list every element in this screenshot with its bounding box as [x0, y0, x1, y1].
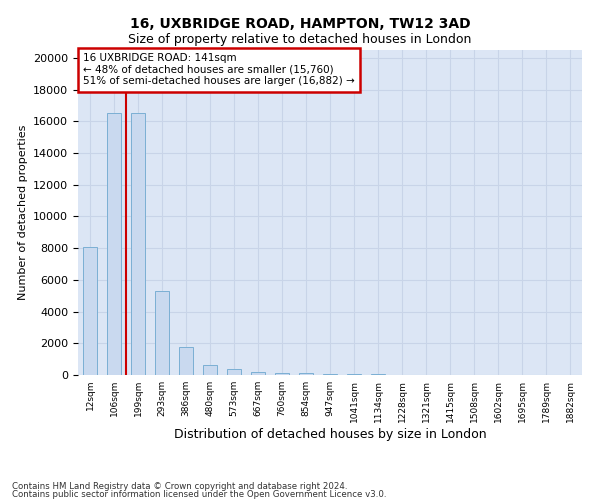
Bar [155, 291, 169, 375]
Bar [299, 374, 313, 375]
Bar [227, 370, 241, 375]
Bar [347, 374, 361, 375]
Text: Size of property relative to detached houses in London: Size of property relative to detached ho… [128, 32, 472, 46]
Bar [275, 372, 289, 375]
Bar [107, 114, 121, 375]
Bar [203, 366, 217, 375]
Text: 16, UXBRIDGE ROAD, HAMPTON, TW12 3AD: 16, UXBRIDGE ROAD, HAMPTON, TW12 3AD [130, 18, 470, 32]
Bar [323, 374, 337, 375]
Text: Contains HM Land Registry data © Crown copyright and database right 2024.: Contains HM Land Registry data © Crown c… [12, 482, 347, 491]
Text: Contains public sector information licensed under the Open Government Licence v3: Contains public sector information licen… [12, 490, 386, 499]
Bar [83, 248, 97, 375]
Text: 16 UXBRIDGE ROAD: 141sqm
← 48% of detached houses are smaller (15,760)
51% of se: 16 UXBRIDGE ROAD: 141sqm ← 48% of detach… [83, 53, 355, 86]
X-axis label: Distribution of detached houses by size in London: Distribution of detached houses by size … [173, 428, 487, 440]
Bar [179, 348, 193, 375]
Y-axis label: Number of detached properties: Number of detached properties [17, 125, 28, 300]
Bar [371, 374, 385, 375]
Bar [251, 372, 265, 375]
Bar [131, 114, 145, 375]
